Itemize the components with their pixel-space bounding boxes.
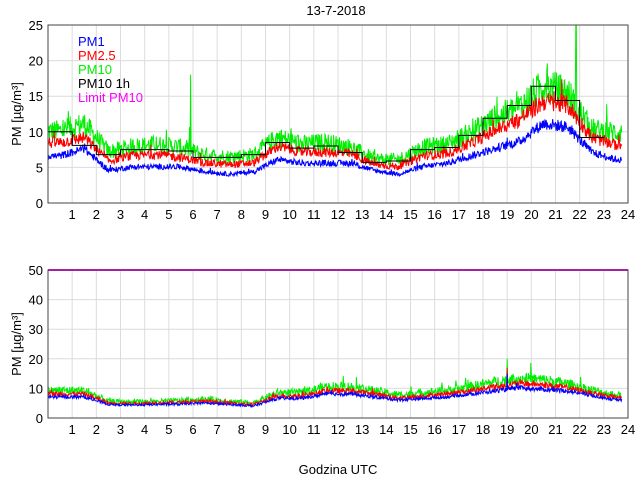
y-tick-label: 0 bbox=[36, 196, 43, 211]
x-tick-label: 21 bbox=[548, 207, 562, 222]
x-tick-label: 3 bbox=[117, 422, 124, 437]
series-pm10 bbox=[47, 358, 622, 407]
x-tick-label: 12 bbox=[331, 422, 345, 437]
x-tick-label: 20 bbox=[524, 207, 538, 222]
x-tick-label: 9 bbox=[262, 207, 269, 222]
series-pm1 bbox=[47, 373, 623, 409]
x-tick-label: 19 bbox=[500, 422, 514, 437]
top-ylabel: PM [µg/m³] bbox=[9, 82, 24, 146]
x-tick-label: 11 bbox=[307, 422, 321, 437]
series-pm1 bbox=[47, 119, 623, 178]
chart-title: 13-7-2018 bbox=[306, 3, 365, 18]
x-tick-label: 14 bbox=[379, 207, 393, 222]
x-tick-label: 5 bbox=[165, 207, 172, 222]
series-pm25 bbox=[47, 367, 623, 407]
y-tick-label: 25 bbox=[29, 18, 43, 33]
legend-limit-pm10: Limit PM10 bbox=[78, 90, 143, 105]
x-tick-label: 4 bbox=[141, 207, 148, 222]
y-tick-label: 5 bbox=[36, 160, 43, 175]
series-pm25 bbox=[47, 79, 623, 171]
y-tick-label: 0 bbox=[36, 411, 43, 426]
x-tick-label: 19 bbox=[500, 207, 514, 222]
x-tick-label: 13 bbox=[355, 207, 369, 222]
legend-pm25: PM2.5 bbox=[78, 48, 116, 63]
x-tick-label: 17 bbox=[452, 422, 466, 437]
bottom-ylabel: PM [µg/m³] bbox=[9, 312, 24, 376]
x-tick-label: 15 bbox=[403, 207, 417, 222]
x-tick-label: 22 bbox=[572, 207, 586, 222]
x-tick-label: 14 bbox=[379, 422, 393, 437]
axes-frame bbox=[47, 24, 629, 204]
legend-pm1: PM1 bbox=[78, 34, 105, 49]
x-tick-label: 16 bbox=[427, 422, 441, 437]
x-tick-label: 2 bbox=[93, 422, 100, 437]
x-tick-label: 13 bbox=[355, 422, 369, 437]
x-tick-label: 15 bbox=[403, 422, 417, 437]
x-tick-label: 17 bbox=[452, 207, 466, 222]
x-tick-label: 20 bbox=[524, 422, 538, 437]
legend: PM1 PM2.5 PM10 PM10 1h Limit PM10 bbox=[78, 34, 143, 105]
x-tick-label: 18 bbox=[476, 207, 490, 222]
y-tick-label: 15 bbox=[29, 89, 43, 104]
legend-pm10: PM10 bbox=[78, 62, 112, 77]
x-tick-label: 9 bbox=[262, 422, 269, 437]
x-tick-label: 6 bbox=[189, 207, 196, 222]
x-tick-label: 10 bbox=[282, 422, 296, 437]
legend-pm10-1h: PM10 1h bbox=[78, 76, 130, 91]
x-tick-label: 23 bbox=[597, 207, 611, 222]
bottom-xlabel: Godzina UTC bbox=[299, 462, 378, 477]
x-tick-label: 22 bbox=[572, 422, 586, 437]
top-axes: 1 2 3 4 5 6 7 8 9 10 11 12 13 14 15 16 17 18 19 20 21 22 23 240… bbox=[29, 18, 636, 222]
x-tick-label: 4 bbox=[141, 422, 148, 437]
x-tick-label: 10 bbox=[282, 207, 296, 222]
x-tick-label: 24 bbox=[621, 422, 635, 437]
series-pm10-1h bbox=[48, 85, 604, 163]
x-tick-label: 24 bbox=[621, 207, 635, 222]
x-tick-label: 7 bbox=[214, 207, 221, 222]
x-tick-label: 1 bbox=[69, 207, 76, 222]
x-tick-label: 1 bbox=[69, 422, 76, 437]
y-tick-label: 40 bbox=[29, 293, 43, 308]
x-tick-label: 12 bbox=[331, 207, 345, 222]
x-tick-label: 5 bbox=[165, 422, 172, 437]
y-tick-label: 10 bbox=[29, 381, 43, 396]
series-pm10 bbox=[47, 24, 623, 166]
axes-frame bbox=[47, 269, 629, 419]
x-tick-label: 16 bbox=[427, 207, 441, 222]
y-tick-label: 10 bbox=[29, 125, 43, 140]
x-tick-label: 7 bbox=[214, 422, 221, 437]
bottom-axes: 1 2 3 4 5 6 7 8 9 10 11 12 13 14 15 16 17 18 19 20 21 22 23 240… bbox=[29, 263, 636, 437]
y-tick-label: 20 bbox=[29, 352, 43, 367]
x-tick-label: 6 bbox=[189, 422, 196, 437]
x-tick-label: 21 bbox=[548, 422, 562, 437]
y-tick-label: 50 bbox=[29, 263, 43, 278]
x-tick-label: 11 bbox=[307, 207, 321, 222]
x-tick-label: 23 bbox=[597, 422, 611, 437]
x-tick-label: 2 bbox=[93, 207, 100, 222]
x-tick-label: 8 bbox=[238, 207, 245, 222]
x-tick-label: 18 bbox=[476, 422, 490, 437]
y-tick-label: 20 bbox=[29, 54, 43, 69]
x-tick-label: 3 bbox=[117, 207, 124, 222]
y-tick-label: 30 bbox=[29, 322, 43, 337]
x-tick-label: 8 bbox=[238, 422, 245, 437]
